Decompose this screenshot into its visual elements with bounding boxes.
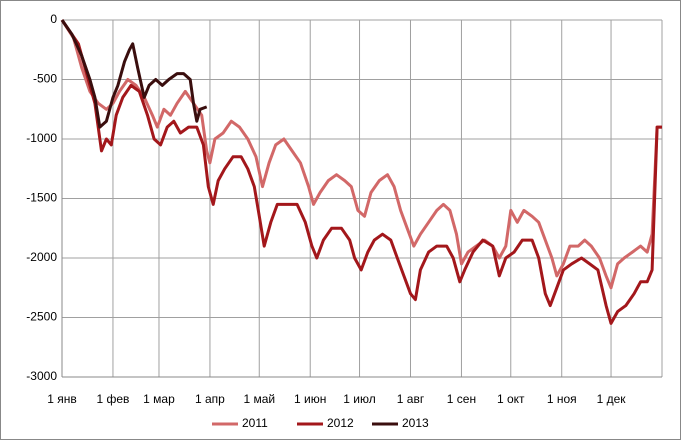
y-tick-label: 0 bbox=[50, 12, 57, 26]
legend-label: 2011 bbox=[242, 416, 268, 430]
y-tick-label: -2500 bbox=[26, 310, 57, 324]
x-tick-label: 1 май bbox=[243, 392, 275, 406]
x-tick-label: 1 июн bbox=[294, 392, 326, 406]
legend-label: 2013 bbox=[402, 416, 429, 430]
grid bbox=[61, 19, 663, 378]
x-tick-label: 1 фев bbox=[96, 392, 129, 406]
series-line bbox=[60, 19, 662, 290]
legend-label: 2012 bbox=[327, 416, 354, 430]
x-tick-label: 1 дек bbox=[597, 392, 627, 406]
y-tick-label: -2000 bbox=[26, 250, 57, 264]
x-tick-label: 1 янв bbox=[47, 392, 77, 406]
series-line bbox=[60, 19, 208, 129]
x-tick-label: 1 сен bbox=[447, 392, 476, 406]
x-tick-label: 1 июл bbox=[343, 392, 375, 406]
y-tick-label: -3000 bbox=[26, 369, 57, 383]
plot bbox=[60, 19, 662, 325]
x-tick-label: 1 ноя bbox=[547, 392, 577, 406]
legend: 2011 2012 2013 bbox=[212, 416, 429, 430]
y-tick-label: -500 bbox=[33, 72, 57, 86]
series-line bbox=[60, 19, 662, 325]
axes: 0 -500 -1000 -1500 -2000 -2500 -3000 1 янв 1 фев… bbox=[26, 12, 626, 406]
x-tick-label: 1 окт bbox=[497, 392, 525, 406]
x-tick-label: 1 апр bbox=[195, 392, 225, 406]
x-tick-label: 1 авг bbox=[397, 392, 425, 406]
x-tick-label: 1 мар bbox=[143, 392, 175, 406]
y-tick-label: -1500 bbox=[26, 191, 57, 205]
y-tick-label: -1000 bbox=[26, 131, 57, 145]
